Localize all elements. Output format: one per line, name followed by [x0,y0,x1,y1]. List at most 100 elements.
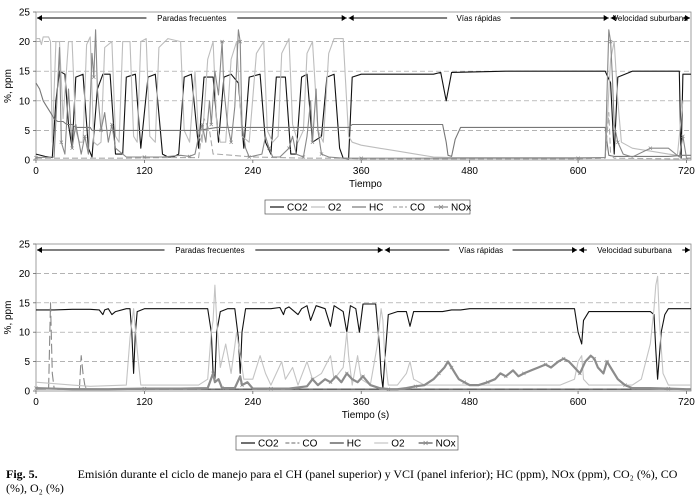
y-tick-label: 20 [19,37,31,48]
y-tick-label: 15 [19,67,31,78]
legend-box [264,199,471,215]
x-tick-label: 600 [570,397,587,408]
segment-label-bg [447,13,511,23]
series-marker-nox [449,365,454,370]
x-axis-title: Tiempo [349,179,382,190]
plot-area [35,11,692,161]
plot-area [35,243,692,392]
series-line-co2 [35,70,691,160]
segment-arrow-head-left [37,247,42,253]
y-tick-label: 5 [24,357,30,368]
series-marker-nox [605,359,609,364]
segment-label-bg [449,245,513,255]
x-tick-label: 120 [136,397,153,408]
segment-label: Velocidad suburbana [597,246,672,255]
x-tick-label: 360 [353,166,370,177]
series-marker-nox [386,387,391,392]
series-marker-nox [543,362,548,367]
segment-arrow-head-left [37,15,42,21]
segment-label: Paradas frecuentes [157,14,226,23]
series-marker-nox [648,146,653,151]
series-marker-nox [240,383,244,387]
segment-arrow-head-right [685,15,690,21]
series-marker-nox [681,134,685,139]
series-marker-nox [361,374,365,379]
series-marker-nox [247,155,252,159]
series-marker-nox [623,383,627,387]
series-marker-nox [59,140,64,145]
series-marker-nox [34,386,38,390]
series-marker-nox [110,122,114,127]
y-axis-title: %, ppm [3,69,14,103]
series-line-o2 [35,275,691,387]
series-marker-nox [82,134,87,139]
legend-label-o2: O2 [328,203,342,214]
legend-marker-nox [438,204,444,210]
legend-label-co2: CO2 [258,439,279,450]
segment-arrow-head-right [572,247,578,253]
x-axis-title: Tiempo (s) [342,410,389,421]
segment-arrow-head-right [341,15,347,21]
series-marker-nox [238,39,243,44]
legend-box [235,435,459,451]
series-marker-nox [34,155,38,160]
x-tick-label: 0 [33,166,39,177]
x-tick-label: 120 [136,166,153,177]
y-tick-label: 5 [24,126,30,137]
series-marker-nox [220,386,224,390]
segment-label: Vías rápidas [456,14,500,23]
x-tick-label: 0 [33,397,39,408]
series-marker-nox [229,140,233,145]
series-line-nox [35,29,691,159]
x-tick-label: 720 [678,397,695,408]
segment-label-bg [617,13,683,23]
y-tick-label: 0 [24,387,30,398]
y-tick-label: 25 [19,240,31,251]
segment-label: Vías rápidas [459,246,503,255]
emissions-figure: 0 5 10 15 20 25 0 120 240 360 480 600 720 %, ppm Tiemp… [3,8,695,451]
series-marker-nox [310,140,315,145]
series-marker-nox [187,154,192,159]
legend-label-co: CO [302,439,317,450]
series-marker-nox [269,386,273,391]
legend-label-hc: HC [347,439,361,450]
series-marker-nox [359,156,364,161]
x-tick-label: 360 [353,397,370,408]
x-tick-label: 600 [570,166,587,177]
segment-label-bg [586,245,683,255]
segment-arrow-head-left [348,15,354,21]
series-marker-nox [592,356,597,361]
caption-label: Fig. 5. [6,467,38,481]
series-marker-nox [310,377,315,382]
series-marker-nox [91,75,96,79]
series-marker-nox [301,155,306,159]
series-marker-nox [503,374,508,379]
series-line-co [36,112,691,160]
series-marker-nox [522,371,526,376]
x-tick-label: 480 [461,397,478,408]
series-marker-nox [576,156,580,161]
series-marker-nox [211,371,215,376]
legend-label-nox: NOx [451,203,471,214]
segment-arrow-head-left [610,15,616,21]
y-tick-label: 15 [19,298,31,309]
segment-arrow-head-right [377,247,383,253]
series-marker-nox [70,146,74,151]
legend-label-o2: O2 [391,439,405,450]
series-line-hc [35,82,691,157]
segment-arrow-head-left [384,247,390,253]
series-marker-nox [319,152,324,156]
y-axis-title: %, ppm [3,301,14,335]
series-marker-nox [462,380,467,385]
series-marker-nox [142,155,147,159]
series-marker-nox [267,146,271,151]
y-tick-label: 25 [19,8,31,19]
x-tick-label: 720 [678,166,695,177]
legend-label-co2: CO2 [287,203,308,214]
series-marker-nox [413,384,418,389]
series-marker-nox [142,386,147,391]
legend-marker-nox [423,440,428,446]
series-marker-nox [666,386,671,391]
caption-text: Emisión durante el ciclo de manejo para … [6,467,678,495]
series-marker-nox [437,371,441,376]
